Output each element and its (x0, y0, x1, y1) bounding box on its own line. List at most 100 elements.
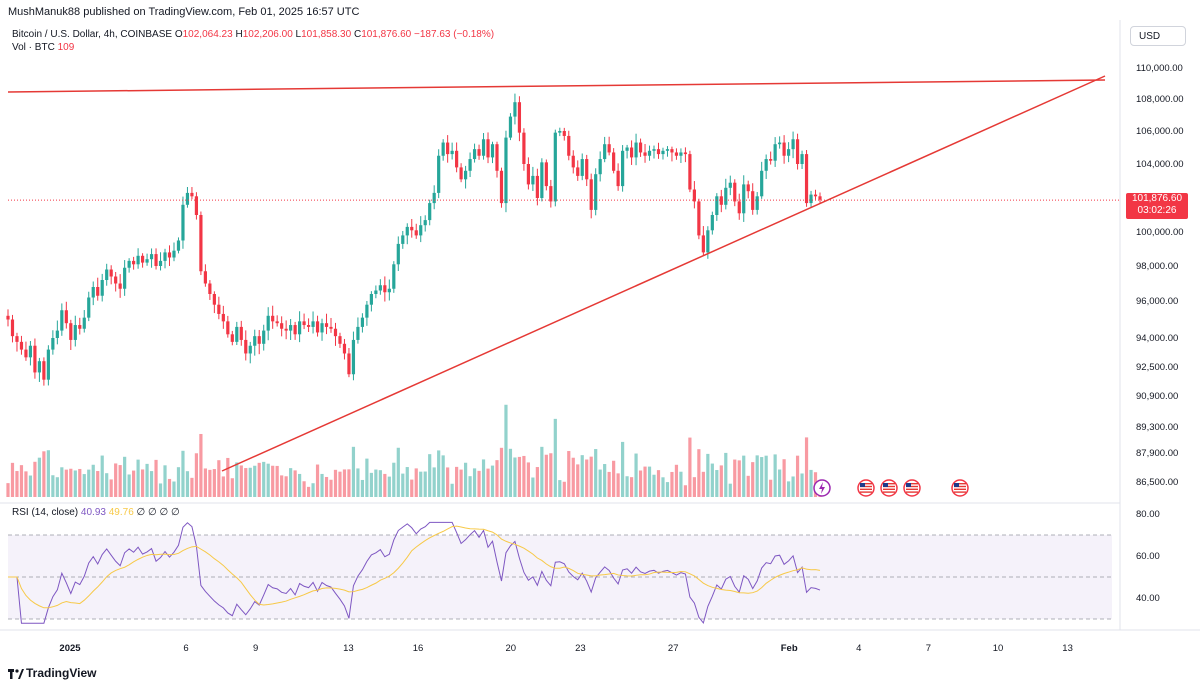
candle-body (230, 334, 234, 342)
candle-body (715, 196, 719, 215)
currency-button[interactable]: USD (1130, 26, 1186, 46)
candle-body (208, 283, 212, 294)
candle-body (15, 336, 19, 342)
volume-bar (302, 481, 306, 497)
candle-body (724, 187, 728, 205)
volume-bar (365, 458, 369, 497)
candle-body (154, 254, 158, 266)
last-price-value: 101,876.60 (1131, 193, 1183, 204)
volume-bar (132, 470, 136, 497)
volume-bar (634, 453, 638, 497)
bar-countdown: 03:02:26 (1137, 205, 1177, 216)
candle-body (87, 297, 91, 318)
candle-body (616, 170, 620, 187)
candle-body (513, 102, 517, 117)
candle-body (490, 144, 495, 158)
volume-bar (190, 477, 194, 497)
volume-bar (91, 464, 95, 497)
volume-bar (549, 453, 553, 497)
candle-body (100, 280, 104, 296)
volume-bar (369, 472, 373, 497)
close-label: C (353, 29, 362, 40)
price-tick-label: 100,000.00 (1136, 227, 1184, 238)
volume-bar (410, 479, 414, 497)
volume-bar (450, 483, 454, 497)
time-tick-label: 7 (926, 643, 931, 654)
volume-bar (42, 451, 46, 497)
volume-bar (558, 480, 562, 497)
candle-body (33, 345, 37, 373)
volume-bar (522, 455, 526, 497)
candle-body (365, 304, 369, 318)
volume-bar (715, 470, 719, 497)
volume-bar (33, 461, 37, 497)
symbol-title[interactable]: Bitcoin / U.S. Dollar, 4h, COINBASE (12, 29, 173, 40)
candle-body (553, 132, 557, 202)
volume-bar (526, 462, 530, 497)
candle-body (481, 139, 486, 156)
candle-body (589, 179, 593, 210)
candle-body (423, 220, 427, 226)
volume-bar (226, 457, 230, 497)
volume-bar (230, 478, 234, 497)
rsi-ma-line (8, 525, 821, 609)
candle-body (320, 323, 324, 333)
volume-bar (176, 467, 181, 497)
volume-bar (553, 418, 557, 497)
volume-bar (100, 455, 104, 497)
rsi-legend[interactable]: RSI (14, close) 40.93 49.76 ∅ ∅ ∅ ∅ (12, 507, 180, 518)
volume-bar (401, 473, 405, 497)
volume-bar (697, 449, 701, 497)
candle-body (244, 339, 248, 354)
time-tick-label: 16 (413, 643, 424, 654)
volume-bar (755, 455, 759, 497)
candle-body (544, 162, 548, 187)
volume-bar (342, 469, 347, 497)
candle-body (239, 326, 243, 340)
candle-body (760, 170, 764, 197)
volume-bar (167, 478, 172, 497)
volume-bar (760, 457, 764, 497)
volume-bar (387, 476, 391, 497)
volume-bar (486, 468, 490, 497)
candle-body (105, 269, 109, 280)
candle-body (813, 194, 818, 197)
volume-bar (692, 477, 696, 497)
candle-body (324, 323, 329, 327)
volume-bar (284, 476, 288, 497)
candle-body (656, 149, 661, 155)
volume-bar (733, 459, 737, 497)
candle-body (455, 150, 459, 168)
us-flag-icon (857, 479, 875, 497)
volume-bar (683, 485, 688, 497)
footer-brand[interactable]: TradingView (8, 666, 96, 680)
volume-label: Vol · BTC (12, 42, 55, 53)
candle-body (275, 321, 279, 324)
volume-bar (585, 459, 589, 497)
volume-bar (769, 479, 773, 497)
volume-bar (764, 455, 768, 497)
volume-bar (629, 477, 634, 497)
volume-bar (432, 467, 436, 497)
volume-bar (306, 486, 311, 497)
volume-bar (55, 477, 59, 497)
candle-body (414, 230, 418, 236)
volume-bar (638, 470, 643, 497)
candle-body (804, 154, 809, 204)
volume-bar (37, 457, 42, 497)
candle-body (217, 304, 221, 314)
rsi-value: 40.93 (80, 507, 106, 518)
volume-bar (10, 462, 15, 497)
volume-bar (782, 459, 786, 497)
price-tick-label: 110,000.00 (1136, 63, 1183, 74)
volume-legend[interactable]: Vol · BTC 109 (12, 42, 74, 53)
volume-bar (51, 475, 55, 497)
candle-body (19, 341, 24, 350)
candle-body (786, 149, 791, 156)
candle-body (253, 336, 257, 346)
volume-bar (212, 469, 216, 497)
volume-bar (535, 467, 539, 497)
volume-bar (621, 441, 625, 497)
candle-body (185, 192, 190, 205)
